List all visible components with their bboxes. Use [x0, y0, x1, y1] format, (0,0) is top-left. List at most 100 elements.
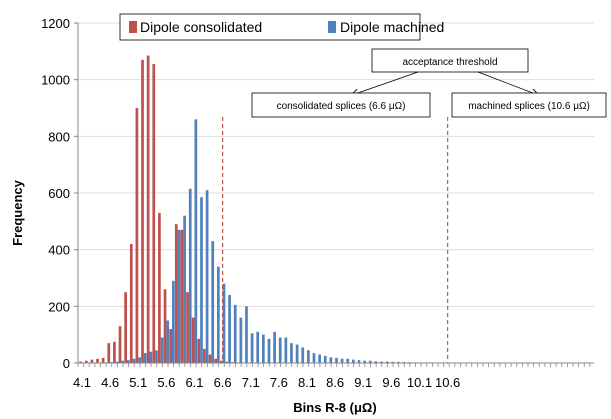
y-tick-label: 600 [48, 186, 70, 201]
x-tick-label: 6.1 [185, 375, 203, 390]
y-tick-label: 200 [48, 299, 70, 314]
y-tick-label: 400 [48, 243, 70, 258]
x-axis-label: Bins R-8 (μΩ) [293, 400, 376, 415]
bar-machined [374, 361, 378, 363]
bar-machined [177, 229, 181, 363]
acceptance-threshold-label: acceptance threshold [402, 57, 497, 68]
legend: Dipole consolidated Dipole machined [119, 13, 444, 41]
x-axis-ticks: 4.1 4.6 5.1 5.6 6.1 6.6 7.1 7.6 8.1 8.6 9.1 9.6 10.1… [73, 375, 460, 390]
consolidated-threshold-label: consolidated splices (6.6 μΩ) [277, 101, 406, 112]
bar-consolidated [225, 361, 229, 363]
bar-machined [183, 215, 186, 363]
bar-machined [329, 357, 333, 363]
x-tick-label: 4.6 [101, 375, 119, 390]
bar-machined [385, 361, 389, 363]
arrow-left [352, 71, 419, 95]
bar-consolidated [219, 360, 223, 363]
bar-consolidated [180, 229, 184, 363]
bar-machined [188, 188, 192, 363]
bar-machined [273, 331, 276, 363]
bar-machined [211, 241, 215, 363]
threshold-lines [222, 117, 449, 363]
bar-consolidated [152, 64, 156, 363]
bar-machined [127, 360, 130, 363]
y-tick-label: 800 [48, 129, 70, 144]
bar-machined [262, 334, 265, 363]
legend-label-machined: Dipole machined [340, 19, 444, 35]
x-tick-label: 9.1 [354, 375, 372, 390]
bar-machined [250, 333, 254, 363]
axes [74, 22, 594, 367]
y-axis-ticks: 0 200 400 600 800 1000 1200 [41, 16, 70, 371]
bar-machined [397, 361, 400, 363]
bar-consolidated [101, 357, 105, 363]
bars [79, 55, 468, 363]
bar-machined [115, 361, 119, 363]
x-tick-label: 7.1 [242, 375, 260, 390]
bar-machined [194, 119, 198, 363]
bar-consolidated [146, 55, 150, 363]
bar-consolidated [203, 348, 206, 363]
bar-machined [143, 353, 147, 363]
legend-swatch-machined [328, 21, 336, 33]
bar-consolidated [191, 317, 195, 363]
x-tick-label: 10.1 [407, 375, 432, 390]
bar-machined [346, 358, 350, 363]
y-tick-label: 1000 [41, 73, 70, 88]
bar-consolidated [96, 358, 99, 363]
bar-consolidated [186, 292, 189, 363]
y-tick-label: 0 [63, 356, 70, 371]
bar-machined [149, 351, 153, 363]
annotations: acceptance threshold consolidated splice… [251, 48, 607, 118]
bar-consolidated [141, 59, 144, 363]
bar-consolidated [197, 338, 201, 363]
bar-machined [391, 361, 395, 363]
legend-box [119, 13, 421, 41]
bar-machined [132, 358, 136, 363]
bar-machined [335, 357, 338, 363]
bar-consolidated [158, 212, 161, 363]
x-tick-label: 4.1 [73, 375, 91, 390]
x-tick-label: 7.6 [270, 375, 288, 390]
x-tick-label: 8.6 [326, 375, 344, 390]
bar-machined [121, 360, 125, 363]
bar-machined [357, 360, 361, 363]
x-tick-label: 8.1 [298, 375, 316, 390]
bar-machined [352, 359, 355, 363]
arrow-right [477, 71, 538, 95]
bar-machined [155, 350, 158, 363]
bar-machined [301, 347, 305, 363]
legend-label-consolidated: Dipole consolidated [140, 19, 262, 35]
bar-consolidated [107, 343, 111, 363]
bar-machined [166, 320, 170, 363]
bar-consolidated [84, 360, 88, 363]
bar-machined [368, 360, 372, 363]
bar-machined [340, 358, 344, 363]
legend-swatch-consolidated [129, 21, 137, 33]
bar-consolidated [79, 361, 82, 363]
consolidated-threshold-box [251, 92, 431, 118]
bar-machined [217, 266, 220, 363]
bar-machined [312, 353, 316, 363]
y-axis-label: Frequency [10, 179, 25, 246]
bar-machined [172, 280, 175, 363]
x-tick-label: 10.6 [435, 375, 460, 390]
bar-consolidated [124, 292, 127, 363]
bar-machined [239, 317, 243, 363]
bar-machined [233, 304, 237, 363]
bar-machined [278, 337, 282, 363]
bar-machined [160, 337, 164, 363]
bar-consolidated [113, 341, 116, 363]
machined-threshold-label: machined splices (10.6 μΩ) [468, 101, 590, 112]
machined-threshold-box [451, 92, 607, 118]
y-tick-label: 1200 [41, 16, 70, 31]
bar-machined [205, 190, 209, 363]
bar-consolidated [163, 289, 167, 363]
bar-machined [318, 354, 321, 363]
bar-consolidated [90, 359, 94, 363]
bar-machined [267, 338, 271, 363]
bar-machined [295, 344, 299, 363]
bar-machined [200, 197, 203, 363]
bar-consolidated [118, 326, 122, 363]
bar-consolidated [129, 244, 133, 363]
